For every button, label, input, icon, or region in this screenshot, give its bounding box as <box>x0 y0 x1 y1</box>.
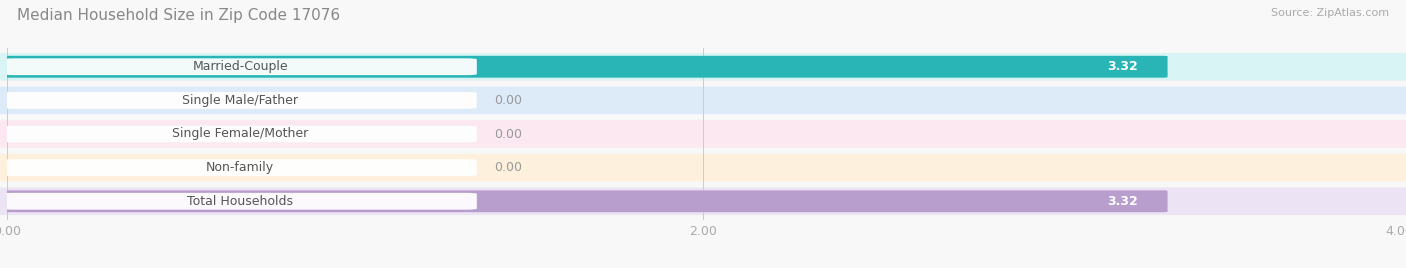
Text: Married-Couple: Married-Couple <box>193 60 288 73</box>
FancyBboxPatch shape <box>0 87 1406 114</box>
Text: 0.00: 0.00 <box>495 94 522 107</box>
FancyBboxPatch shape <box>0 154 1406 181</box>
Text: Median Household Size in Zip Code 17076: Median Household Size in Zip Code 17076 <box>17 8 340 23</box>
Text: Non-family: Non-family <box>207 161 274 174</box>
Text: Total Households: Total Households <box>187 195 294 208</box>
FancyBboxPatch shape <box>4 126 477 142</box>
FancyBboxPatch shape <box>1 190 1167 212</box>
Text: Single Male/Father: Single Male/Father <box>183 94 298 107</box>
FancyBboxPatch shape <box>0 120 1406 148</box>
Text: 0.00: 0.00 <box>495 161 522 174</box>
Text: Single Female/Mother: Single Female/Mother <box>172 128 308 140</box>
Text: Source: ZipAtlas.com: Source: ZipAtlas.com <box>1271 8 1389 18</box>
Text: 3.32: 3.32 <box>1108 60 1137 73</box>
Text: 0.00: 0.00 <box>495 128 522 140</box>
FancyBboxPatch shape <box>4 58 477 75</box>
FancyBboxPatch shape <box>1 56 1167 78</box>
Text: 3.32: 3.32 <box>1108 195 1137 208</box>
FancyBboxPatch shape <box>0 53 1406 80</box>
FancyBboxPatch shape <box>4 193 477 210</box>
FancyBboxPatch shape <box>0 188 1406 215</box>
FancyBboxPatch shape <box>4 159 477 176</box>
FancyBboxPatch shape <box>4 92 477 109</box>
